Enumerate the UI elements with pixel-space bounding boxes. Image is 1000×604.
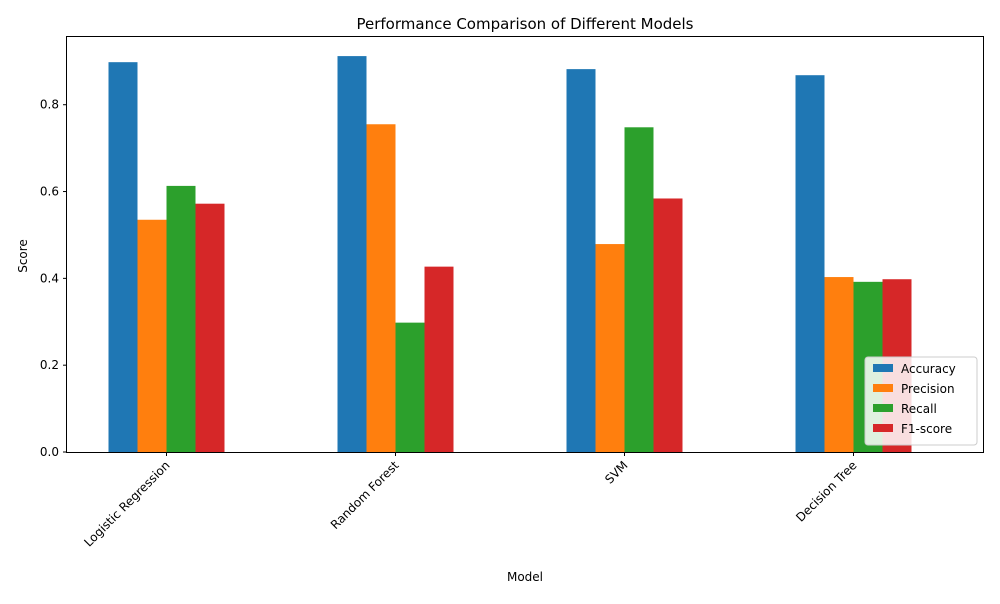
x-axis: Logistic Regression Random Forest SVM Decis… [81, 452, 860, 550]
bars-group [108, 56, 912, 453]
bar-f1-score-1 [195, 203, 225, 452]
bar-f1-score-2 [424, 266, 454, 452]
y-tick-label: 0.4 [40, 271, 59, 285]
chart-title: Performance Comparison of Different Mode… [357, 15, 694, 33]
y-tick-label: 0.8 [40, 98, 59, 112]
legend-swatch [873, 404, 893, 412]
plot-frame [66, 36, 984, 453]
legend-swatch [873, 424, 893, 432]
x-tick-label: Logistic Regression [81, 458, 172, 549]
y-axis-label: Score [16, 239, 30, 273]
bar-accuracy-1 [108, 62, 138, 452]
bar-recall-2 [395, 322, 425, 452]
legend-swatch [873, 364, 893, 372]
y-tick-label: 0.2 [40, 358, 59, 372]
bar-accuracy-2 [337, 56, 367, 453]
legend-label: Accuracy [901, 362, 956, 376]
bar-accuracy-3 [566, 69, 596, 453]
legend-box [864, 356, 978, 446]
legend-label: F1-score [901, 422, 952, 436]
legend-label: Precision [901, 382, 955, 396]
y-axis: 0.0 0.2 0.4 0.6 0.8 [40, 98, 67, 459]
legend-label: Recall [901, 402, 937, 416]
bar-precision-2 [366, 124, 396, 452]
x-tick-label: Decision Tree [793, 458, 859, 524]
bar-precision-4 [824, 277, 854, 452]
y-tick-label: 0.0 [40, 445, 59, 459]
bar-recall-3 [624, 127, 654, 453]
legend-swatch [873, 384, 893, 392]
x-tick-label: SVM [602, 458, 630, 486]
bar-precision-1 [137, 219, 167, 452]
x-tick-label: Random Forest [328, 458, 402, 532]
bar-f1-score-3 [653, 198, 683, 452]
bar-accuracy-4 [795, 75, 825, 452]
bar-recall-1 [166, 185, 196, 453]
bar-precision-3 [595, 244, 625, 452]
y-tick-label: 0.6 [40, 185, 59, 199]
legend: Accuracy Precision Recall F1-score [864, 356, 978, 446]
x-axis-label: Model [507, 570, 543, 584]
